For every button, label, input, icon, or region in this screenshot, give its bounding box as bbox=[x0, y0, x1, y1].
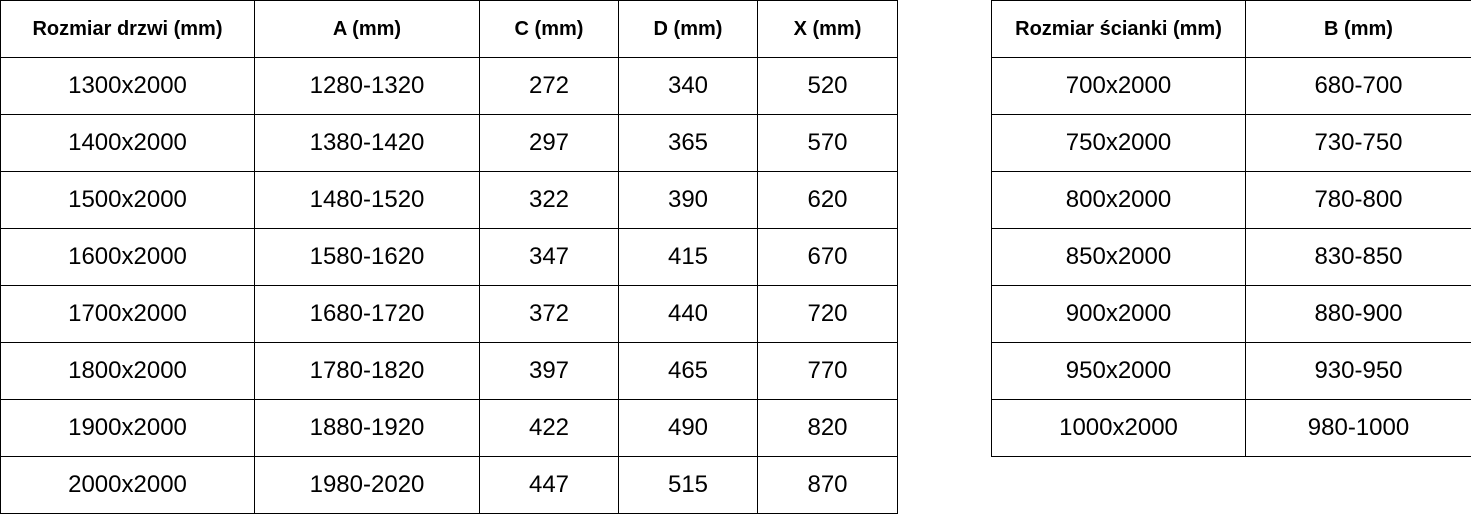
table-cell: 620 bbox=[757, 171, 898, 229]
table-cell: 1980-2020 bbox=[254, 456, 480, 514]
table-cell: 1280-1320 bbox=[254, 57, 480, 115]
table-cell: 770 bbox=[757, 342, 898, 400]
table-cell: 980-1000 bbox=[1245, 399, 1471, 457]
table-row: 900x2000 880-900 bbox=[991, 285, 1471, 343]
table-cell: 272 bbox=[479, 57, 619, 115]
table-cell: 720 bbox=[757, 285, 898, 343]
column-header: B (mm) bbox=[1245, 0, 1471, 58]
table-cell: 1480-1520 bbox=[254, 171, 480, 229]
table-cell: 730-750 bbox=[1245, 114, 1471, 172]
table-cell: 850x2000 bbox=[991, 228, 1246, 286]
table-row: 1700x2000 1680-1720 372 440 720 bbox=[0, 285, 898, 343]
table-cell: 570 bbox=[757, 114, 898, 172]
door-size-table: Rozmiar drzwi (mm) A (mm) C (mm) D (mm) X (m… bbox=[0, 0, 898, 514]
table-cell: 880-900 bbox=[1245, 285, 1471, 343]
table-cell: 1680-1720 bbox=[254, 285, 480, 343]
table-cell: 670 bbox=[757, 228, 898, 286]
table-cell: 750x2000 bbox=[991, 114, 1246, 172]
table-row: 1600x2000 1580-1620 347 415 670 bbox=[0, 228, 898, 286]
table-cell: 1580-1620 bbox=[254, 228, 480, 286]
table-cell: 297 bbox=[479, 114, 619, 172]
table-cell: 515 bbox=[618, 456, 758, 514]
table-row: 1900x2000 1880-1920 422 490 820 bbox=[0, 399, 898, 457]
header-row: Rozmiar ścianki (mm) B (mm) bbox=[991, 0, 1471, 58]
table-cell: 365 bbox=[618, 114, 758, 172]
table-cell: 447 bbox=[479, 456, 619, 514]
table-cell: 900x2000 bbox=[991, 285, 1246, 343]
table-cell: 830-850 bbox=[1245, 228, 1471, 286]
table-cell: 1880-1920 bbox=[254, 399, 480, 457]
table-cell: 950x2000 bbox=[991, 342, 1246, 400]
table-cell: 820 bbox=[757, 399, 898, 457]
column-header: Rozmiar drzwi (mm) bbox=[0, 0, 255, 58]
table-cell: 870 bbox=[757, 456, 898, 514]
table-cell: 422 bbox=[479, 399, 619, 457]
table-cell: 1000x2000 bbox=[991, 399, 1246, 457]
table-cell: 1780-1820 bbox=[254, 342, 480, 400]
table-row: 1000x2000 980-1000 bbox=[991, 399, 1471, 457]
table-cell: 1400x2000 bbox=[0, 114, 255, 172]
table-row: 1800x2000 1780-1820 397 465 770 bbox=[0, 342, 898, 400]
table-cell: 322 bbox=[479, 171, 619, 229]
column-header: Rozmiar ścianki (mm) bbox=[991, 0, 1246, 58]
table-cell: 415 bbox=[618, 228, 758, 286]
table-cell: 1380-1420 bbox=[254, 114, 480, 172]
table-cell: 340 bbox=[618, 57, 758, 115]
table-cell: 372 bbox=[479, 285, 619, 343]
table-cell: 1600x2000 bbox=[0, 228, 255, 286]
table-row: 1400x2000 1380-1420 297 365 570 bbox=[0, 114, 898, 172]
table-row: 700x2000 680-700 bbox=[991, 57, 1471, 115]
table-cell: 1700x2000 bbox=[0, 285, 255, 343]
table-cell: 397 bbox=[479, 342, 619, 400]
wall-size-table: Rozmiar ścianki (mm) B (mm) 700x2000 680-70… bbox=[991, 0, 1471, 457]
table-cell: 680-700 bbox=[1245, 57, 1471, 115]
table-cell: 780-800 bbox=[1245, 171, 1471, 229]
table-cell: 1800x2000 bbox=[0, 342, 255, 400]
header-row: Rozmiar drzwi (mm) A (mm) C (mm) D (mm) X (m… bbox=[0, 0, 898, 58]
column-header: X (mm) bbox=[757, 0, 898, 58]
table-row: 950x2000 930-950 bbox=[991, 342, 1471, 400]
table-row: 2000x2000 1980-2020 447 515 870 bbox=[0, 456, 898, 514]
table-cell: 465 bbox=[618, 342, 758, 400]
table-row: 750x2000 730-750 bbox=[991, 114, 1471, 172]
table-cell: 930-950 bbox=[1245, 342, 1471, 400]
table-row: 850x2000 830-850 bbox=[991, 228, 1471, 286]
table-cell: 800x2000 bbox=[991, 171, 1246, 229]
table-cell: 490 bbox=[618, 399, 758, 457]
column-header: A (mm) bbox=[254, 0, 480, 58]
table-cell: 1500x2000 bbox=[0, 171, 255, 229]
table-cell: 520 bbox=[757, 57, 898, 115]
table-cell: 700x2000 bbox=[991, 57, 1246, 115]
table-cell: 2000x2000 bbox=[0, 456, 255, 514]
table-cell: 440 bbox=[618, 285, 758, 343]
column-header: D (mm) bbox=[618, 0, 758, 58]
table-row: 800x2000 780-800 bbox=[991, 171, 1471, 229]
table-cell: 1300x2000 bbox=[0, 57, 255, 115]
table-row: 1500x2000 1480-1520 322 390 620 bbox=[0, 171, 898, 229]
table-row: 1300x2000 1280-1320 272 340 520 bbox=[0, 57, 898, 115]
table-cell: 347 bbox=[479, 228, 619, 286]
table-cell: 1900x2000 bbox=[0, 399, 255, 457]
column-header: C (mm) bbox=[479, 0, 619, 58]
table-cell: 390 bbox=[618, 171, 758, 229]
